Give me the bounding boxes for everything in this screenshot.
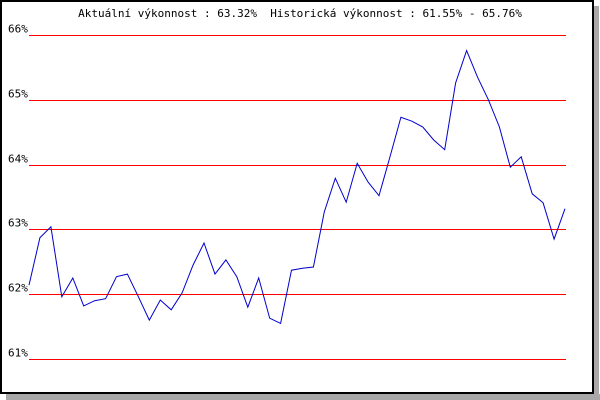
- performance-line: [28, 49, 566, 325]
- y-tick-label: 62%: [8, 282, 28, 295]
- y-tick-label: 61%: [8, 347, 28, 360]
- y-tick-label: 64%: [8, 153, 28, 166]
- chart-title: Aktuální výkonnost : 63.32% Historická v…: [78, 7, 522, 20]
- y-tick-label: 65%: [8, 88, 28, 101]
- frame-shadow-bottom: [6, 394, 600, 400]
- frame-shadow-right: [594, 6, 599, 400]
- y-tick-label: 66%: [8, 23, 28, 36]
- chart-frame: [0, 0, 594, 394]
- y-tick-label: 63%: [8, 217, 28, 230]
